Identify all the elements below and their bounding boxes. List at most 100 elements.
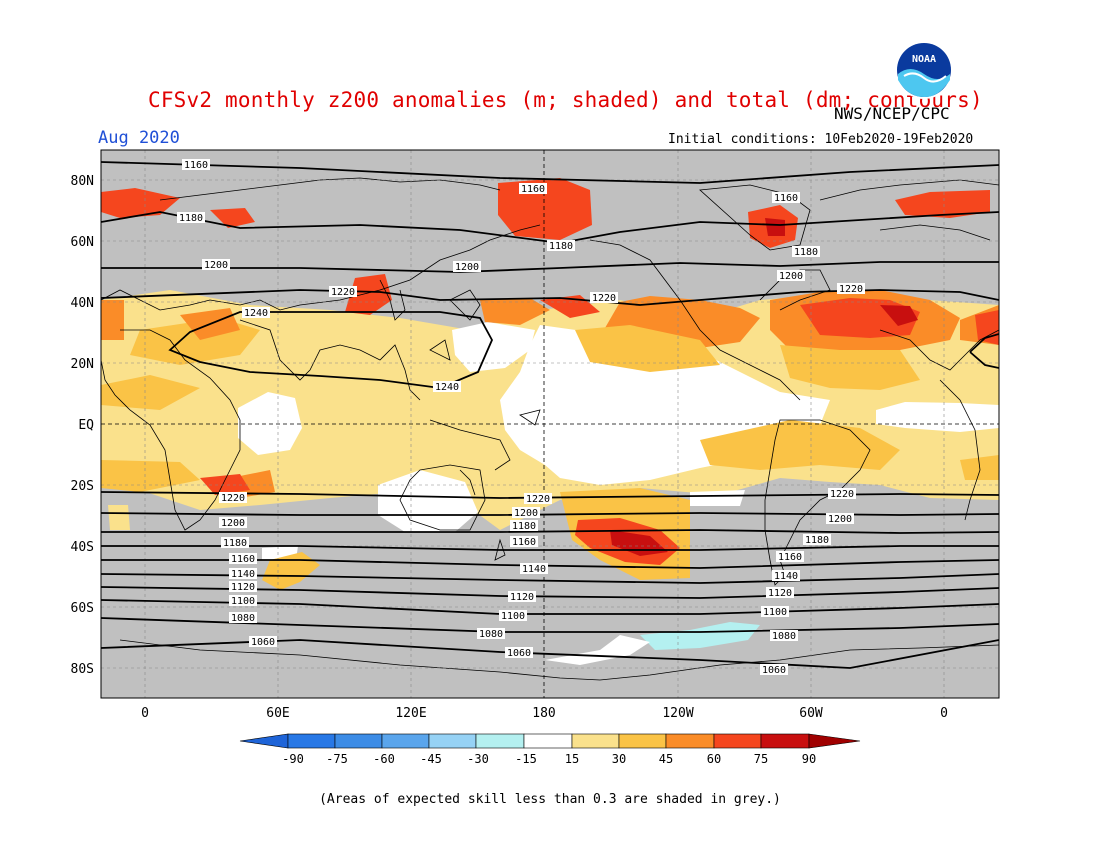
svg-text:1220: 1220 xyxy=(592,293,616,304)
chart-title: CFSv2 monthly z200 anomalies (m; shaded)… xyxy=(148,88,983,112)
svg-text:1200: 1200 xyxy=(221,518,245,529)
svg-text:1200: 1200 xyxy=(204,260,228,271)
contour-label: 1120 xyxy=(508,591,536,603)
svg-text:1100: 1100 xyxy=(501,611,525,622)
svg-text:1120: 1120 xyxy=(231,582,255,593)
contour-label: 1100 xyxy=(761,606,789,618)
colorbar-bin xyxy=(428,733,477,749)
contour-label: 1160 xyxy=(510,536,538,548)
svg-text:1140: 1140 xyxy=(774,571,798,582)
lat-label: 60N xyxy=(71,235,94,250)
contour-label: 1120 xyxy=(229,581,257,593)
svg-text:1200: 1200 xyxy=(828,514,852,525)
agency-label: NWS/NCEP/CPC xyxy=(834,104,950,123)
colorbar-bin xyxy=(381,733,430,749)
height-contours xyxy=(101,161,999,669)
svg-text:1180: 1180 xyxy=(223,538,247,549)
svg-text:1140: 1140 xyxy=(522,564,546,575)
svg-text:1180: 1180 xyxy=(794,247,818,258)
svg-text:1160: 1160 xyxy=(778,552,802,563)
svg-text:1160: 1160 xyxy=(184,160,208,171)
lat-label: 80N xyxy=(71,174,94,189)
svg-text:1160: 1160 xyxy=(231,554,255,565)
svg-text:1120: 1120 xyxy=(510,592,534,603)
svg-text:1180: 1180 xyxy=(805,535,829,546)
contour-label: 1180 xyxy=(547,240,575,252)
colorbar-tick: -45 xyxy=(420,752,442,766)
svg-text:1140: 1140 xyxy=(231,569,255,580)
forecast-month: Aug 2020 xyxy=(98,128,180,148)
svg-text:1080: 1080 xyxy=(479,629,503,640)
lon-label: 60E xyxy=(266,706,289,721)
colorbar-tick: 75 xyxy=(754,752,768,766)
noaa-logo: NOAA xyxy=(895,41,953,99)
svg-text:1160: 1160 xyxy=(512,537,536,548)
colorbar-tick: 60 xyxy=(707,752,721,766)
svg-text:1100: 1100 xyxy=(763,607,787,618)
lat-label: 80S xyxy=(71,662,94,677)
contour-label: 1220 xyxy=(590,292,618,304)
anomaly-neutral-pacific xyxy=(500,325,830,485)
contour-label: 1200 xyxy=(512,507,540,519)
svg-text:1220: 1220 xyxy=(331,287,355,298)
colorbar-ticks: -90 -75 -60 -45 -30 -15 15 30 45 60 75 9… xyxy=(282,752,816,766)
contour-label: 1160 xyxy=(519,183,547,195)
contour-labels: 1160 1160 1160 1180 1180 1180 1200 1200 … xyxy=(177,159,865,676)
colorbar-bin xyxy=(713,733,762,749)
svg-text:1240: 1240 xyxy=(435,382,459,393)
skill-footnote: (Areas of expected skill less than 0.3 a… xyxy=(319,792,781,807)
grid-lines xyxy=(101,150,999,698)
contour-label: 1060 xyxy=(249,636,277,648)
svg-text:1180: 1180 xyxy=(179,213,203,224)
contour-label: 1200 xyxy=(826,513,854,525)
anomaly-negative-region xyxy=(640,622,760,650)
colorbar-tick: 45 xyxy=(659,752,673,766)
svg-text:1200: 1200 xyxy=(779,271,803,282)
lon-label: 0 xyxy=(141,706,149,721)
initial-conditions: Initial conditions: 10Feb2020-19Feb2020 xyxy=(668,132,974,147)
colorbar-tick: -75 xyxy=(326,752,348,766)
svg-text:1060: 1060 xyxy=(507,648,531,659)
lat-label: EQ xyxy=(78,418,94,433)
svg-text:1200: 1200 xyxy=(455,262,479,273)
contour-label: 1180 xyxy=(510,520,538,532)
svg-text:1120: 1120 xyxy=(768,588,792,599)
contour-label: 1140 xyxy=(772,570,800,582)
svg-text:NOAA: NOAA xyxy=(912,54,936,65)
colorbar-bin xyxy=(287,733,336,749)
lon-axis: 0 60E 120E 180 120W 60W 0 xyxy=(141,706,948,721)
contour-label: 1200 xyxy=(453,261,481,273)
lat-label: 20S xyxy=(71,479,94,494)
contour-label: 1080 xyxy=(229,612,257,624)
contour-label: 1220 xyxy=(524,493,552,505)
contour-label: 1080 xyxy=(770,630,798,642)
contour-label: 1140 xyxy=(520,563,548,575)
contour-label: 1120 xyxy=(766,587,794,599)
svg-text:1220: 1220 xyxy=(526,494,550,505)
lat-axis: 80N 60N 40N 20N EQ 20S 40S 60S 80S xyxy=(71,174,95,677)
lat-label: 40S xyxy=(71,540,94,555)
contour-label: 1220 xyxy=(837,283,865,295)
contour-label: 1140 xyxy=(229,568,257,580)
lat-label: 60S xyxy=(71,601,94,616)
svg-text:1180: 1180 xyxy=(512,521,536,532)
lon-label: 120E xyxy=(395,706,426,721)
svg-text:1080: 1080 xyxy=(231,613,255,624)
svg-text:1220: 1220 xyxy=(830,489,854,500)
contour-label: 1180 xyxy=(803,534,831,546)
lat-label: 40N xyxy=(71,296,94,311)
contour-label: 1240 xyxy=(433,381,461,393)
svg-text:1060: 1060 xyxy=(251,637,275,648)
colorbar-low-arrow xyxy=(239,733,289,749)
anomaly-45-60-region xyxy=(605,296,760,348)
contour-label: 1220 xyxy=(329,286,357,298)
colorbar-tick: -15 xyxy=(515,752,537,766)
colorbar-bin xyxy=(618,733,667,749)
contour-label: 1200 xyxy=(777,270,805,282)
contour-label: 1080 xyxy=(477,628,505,640)
colorbar-bin xyxy=(523,733,573,749)
svg-text:1200: 1200 xyxy=(514,508,538,519)
contour-label: 1100 xyxy=(229,595,257,607)
colorbar-bin xyxy=(760,733,810,749)
colorbar-bin xyxy=(475,733,525,749)
